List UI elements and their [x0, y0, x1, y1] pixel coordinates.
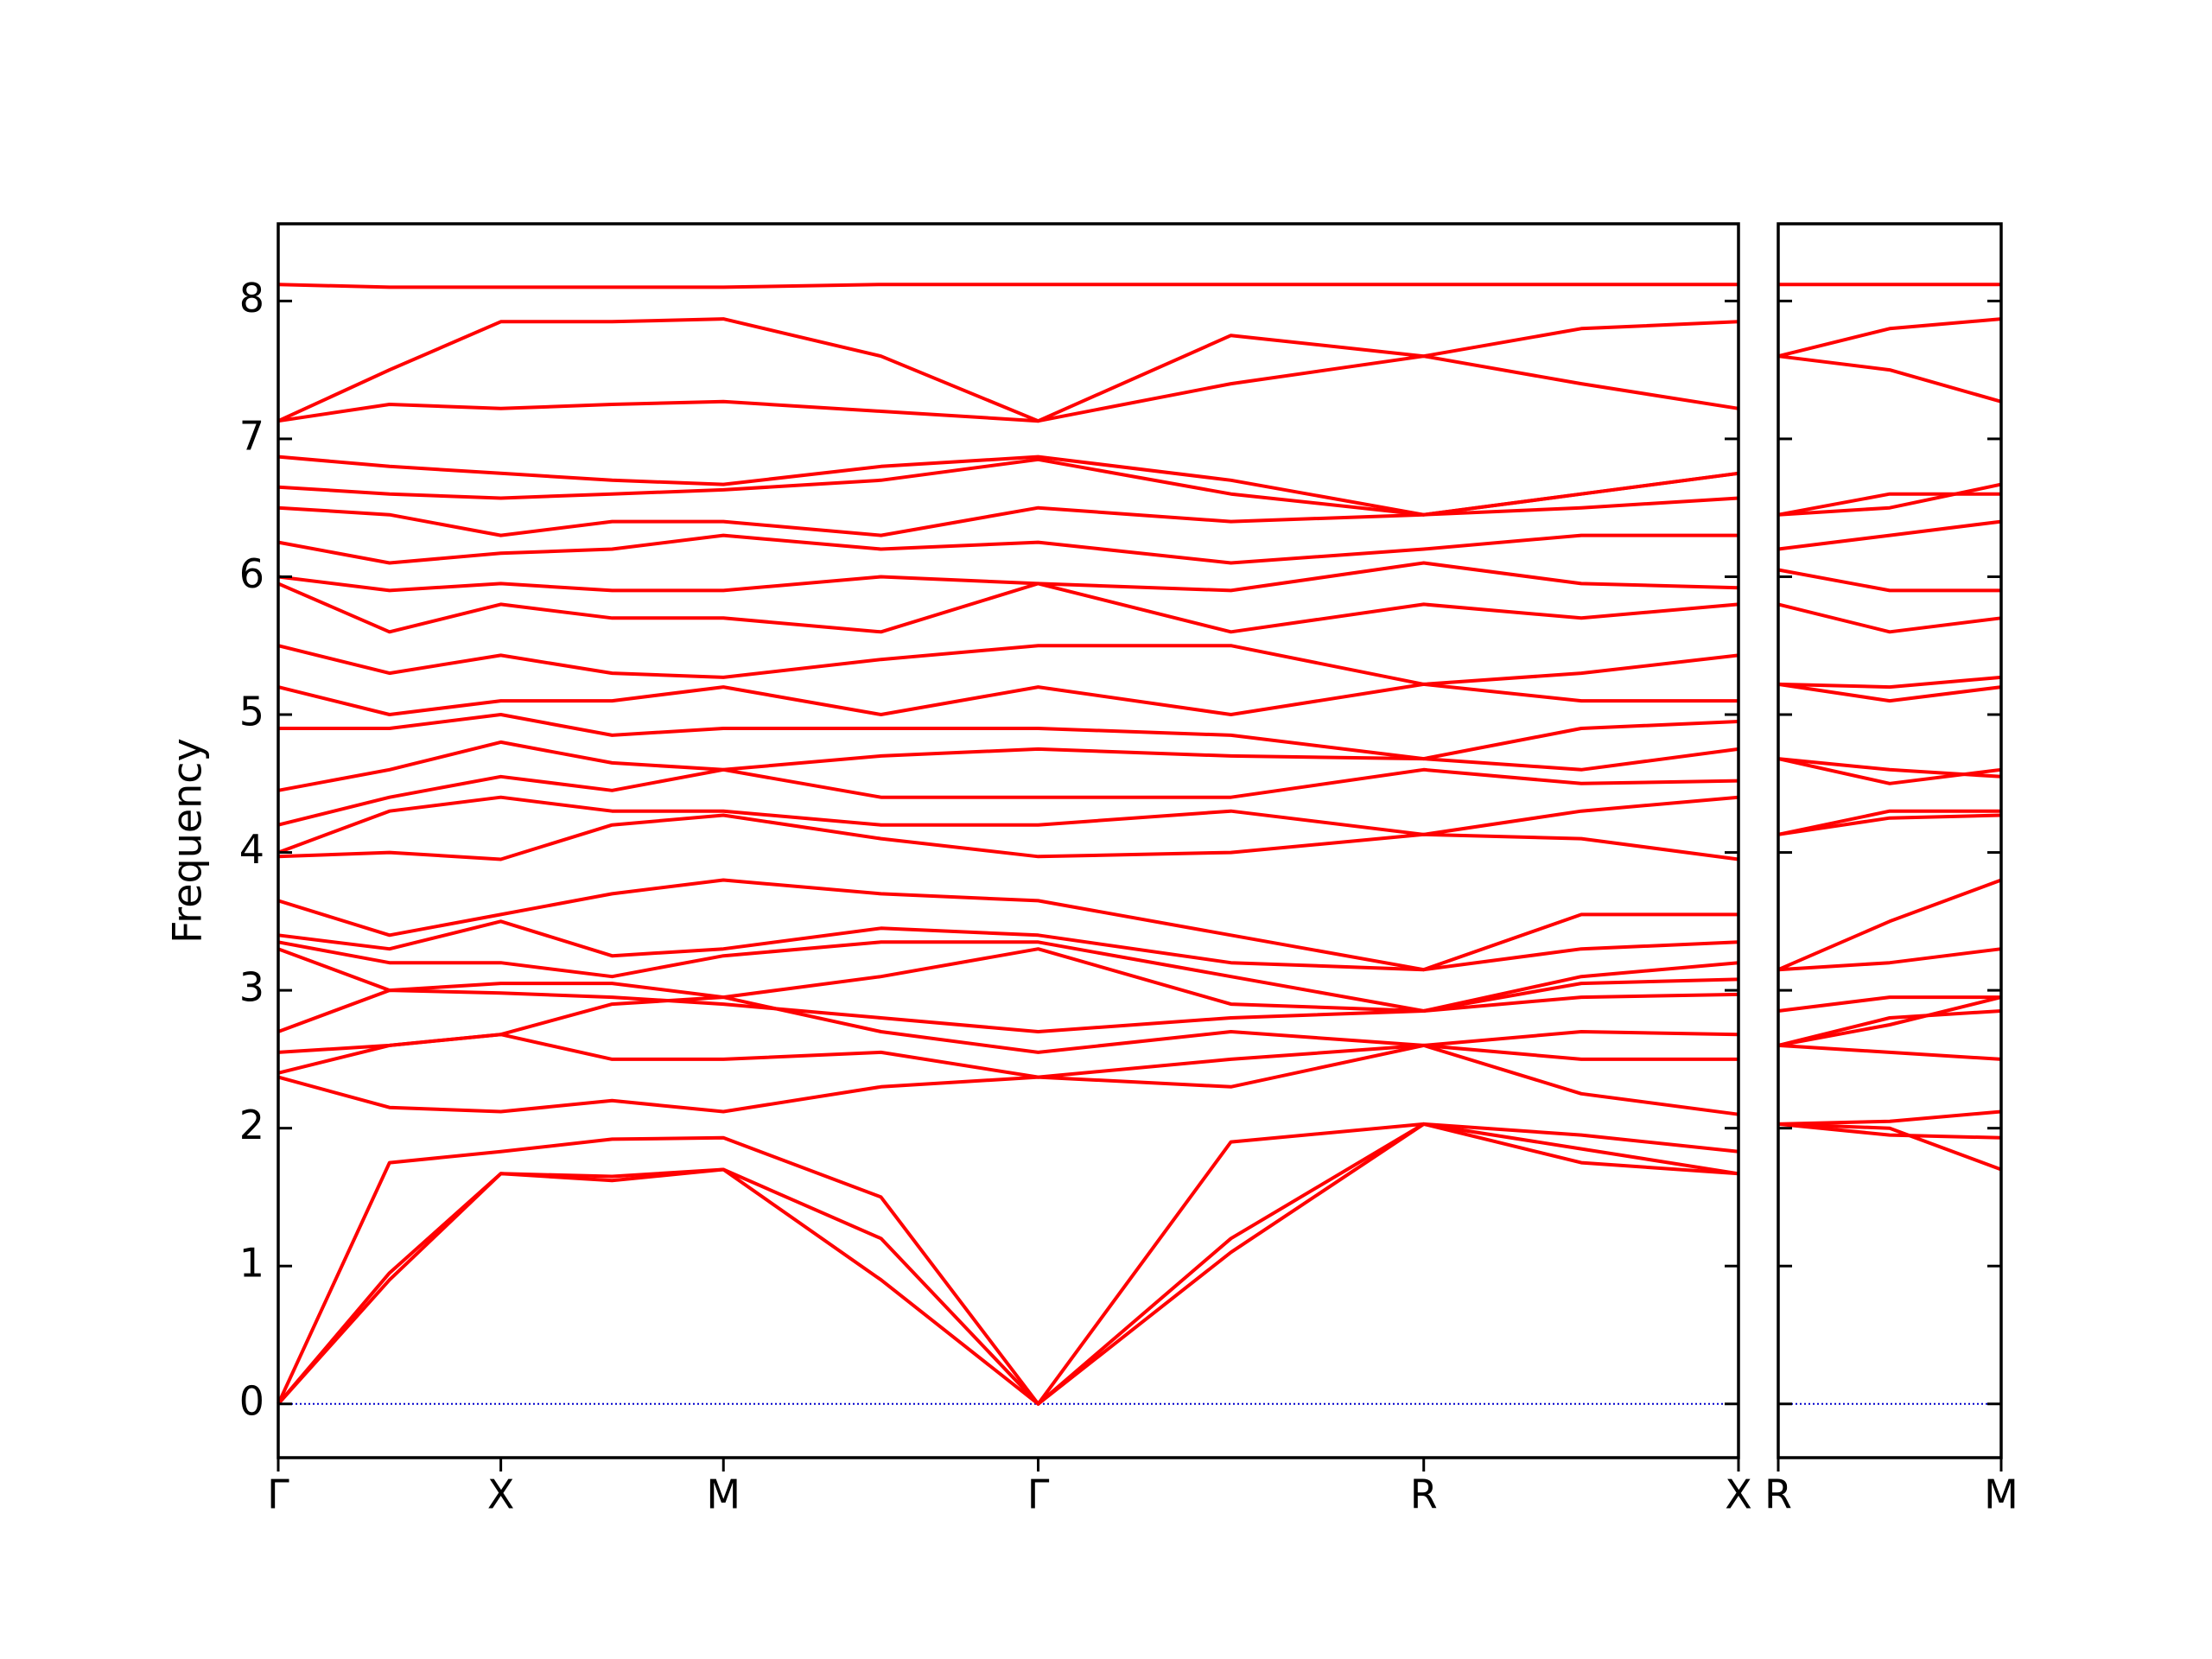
y-tick-label: 3: [239, 964, 264, 1011]
x-tick-label: X: [487, 1471, 515, 1518]
band-line: [1777, 1109, 2002, 1126]
band-line: [1777, 947, 2002, 972]
band-line: [277, 644, 1739, 686]
band-line: [277, 582, 1739, 634]
band-line: [1777, 813, 2002, 836]
band-line: [1777, 1009, 2002, 1047]
band-line: [277, 682, 1738, 716]
band-line: [277, 533, 1738, 565]
y-tick-label: 6: [239, 550, 264, 597]
x-tick-label: Γ: [1027, 1471, 1050, 1518]
band-line: [277, 740, 1739, 792]
y-axis-label: Frequency: [164, 738, 211, 944]
band-line: [1777, 995, 2002, 1047]
band-line: [277, 813, 1739, 861]
y-tick-label: 1: [239, 1240, 264, 1287]
band-line: [277, 795, 1739, 855]
band-line: [277, 354, 1739, 423]
band-line: [1777, 675, 2002, 690]
y-tick-label: 2: [239, 1102, 264, 1148]
band-line: [277, 1043, 1739, 1116]
band-line: [277, 940, 1739, 1013]
band-line: [277, 283, 1738, 289]
band-line: [277, 496, 1739, 537]
band-line: [1777, 995, 2001, 1013]
y-tick-label: 7: [239, 412, 264, 459]
band-line: [277, 919, 1739, 972]
band-line: [1777, 492, 2001, 517]
band-line: [277, 561, 1739, 593]
band-line: [277, 878, 1738, 972]
band-line: [1777, 878, 2002, 972]
band-line: [276, 1122, 1739, 1406]
band-line: [1777, 317, 2002, 359]
band-line: [1777, 1122, 2002, 1172]
band-line: [277, 1033, 1738, 1079]
band-line: [1777, 568, 2001, 593]
band-line: [1777, 1122, 2002, 1140]
band-line: [1777, 519, 2002, 551]
plot-frame: [276, 222, 1740, 1459]
y-tick-label: 4: [239, 826, 264, 873]
band-line: [1777, 602, 2002, 634]
band-line: [277, 457, 1739, 517]
band-line: [277, 454, 1739, 517]
band-line: [1777, 1043, 2002, 1061]
x-tick-label: M: [706, 1471, 741, 1518]
y-tick-label: 0: [239, 1377, 264, 1424]
band-line: [277, 317, 1739, 423]
x-tick-label: R: [1764, 1471, 1792, 1518]
x-tick-label: Γ: [267, 1471, 289, 1518]
band-line: [1777, 757, 2002, 779]
band-line: [277, 947, 1739, 1013]
x-tick-label: M: [1984, 1471, 2018, 1518]
plot-frame: [1777, 222, 2003, 1459]
band-line: [277, 995, 1739, 1054]
y-tick-label: 8: [239, 275, 264, 321]
band-line: [1777, 682, 2002, 703]
band-line: [277, 767, 1739, 827]
band-line: [1777, 354, 2002, 404]
band-line: [276, 1122, 1739, 1406]
x-tick-label: R: [1410, 1471, 1438, 1518]
band-line: [277, 988, 1739, 1033]
y-tick-label: 5: [239, 689, 264, 735]
band-line: [278, 713, 1739, 761]
band-line: [1777, 482, 2002, 517]
band-line: [1777, 809, 2001, 836]
x-tick-label: X: [1725, 1471, 1752, 1518]
